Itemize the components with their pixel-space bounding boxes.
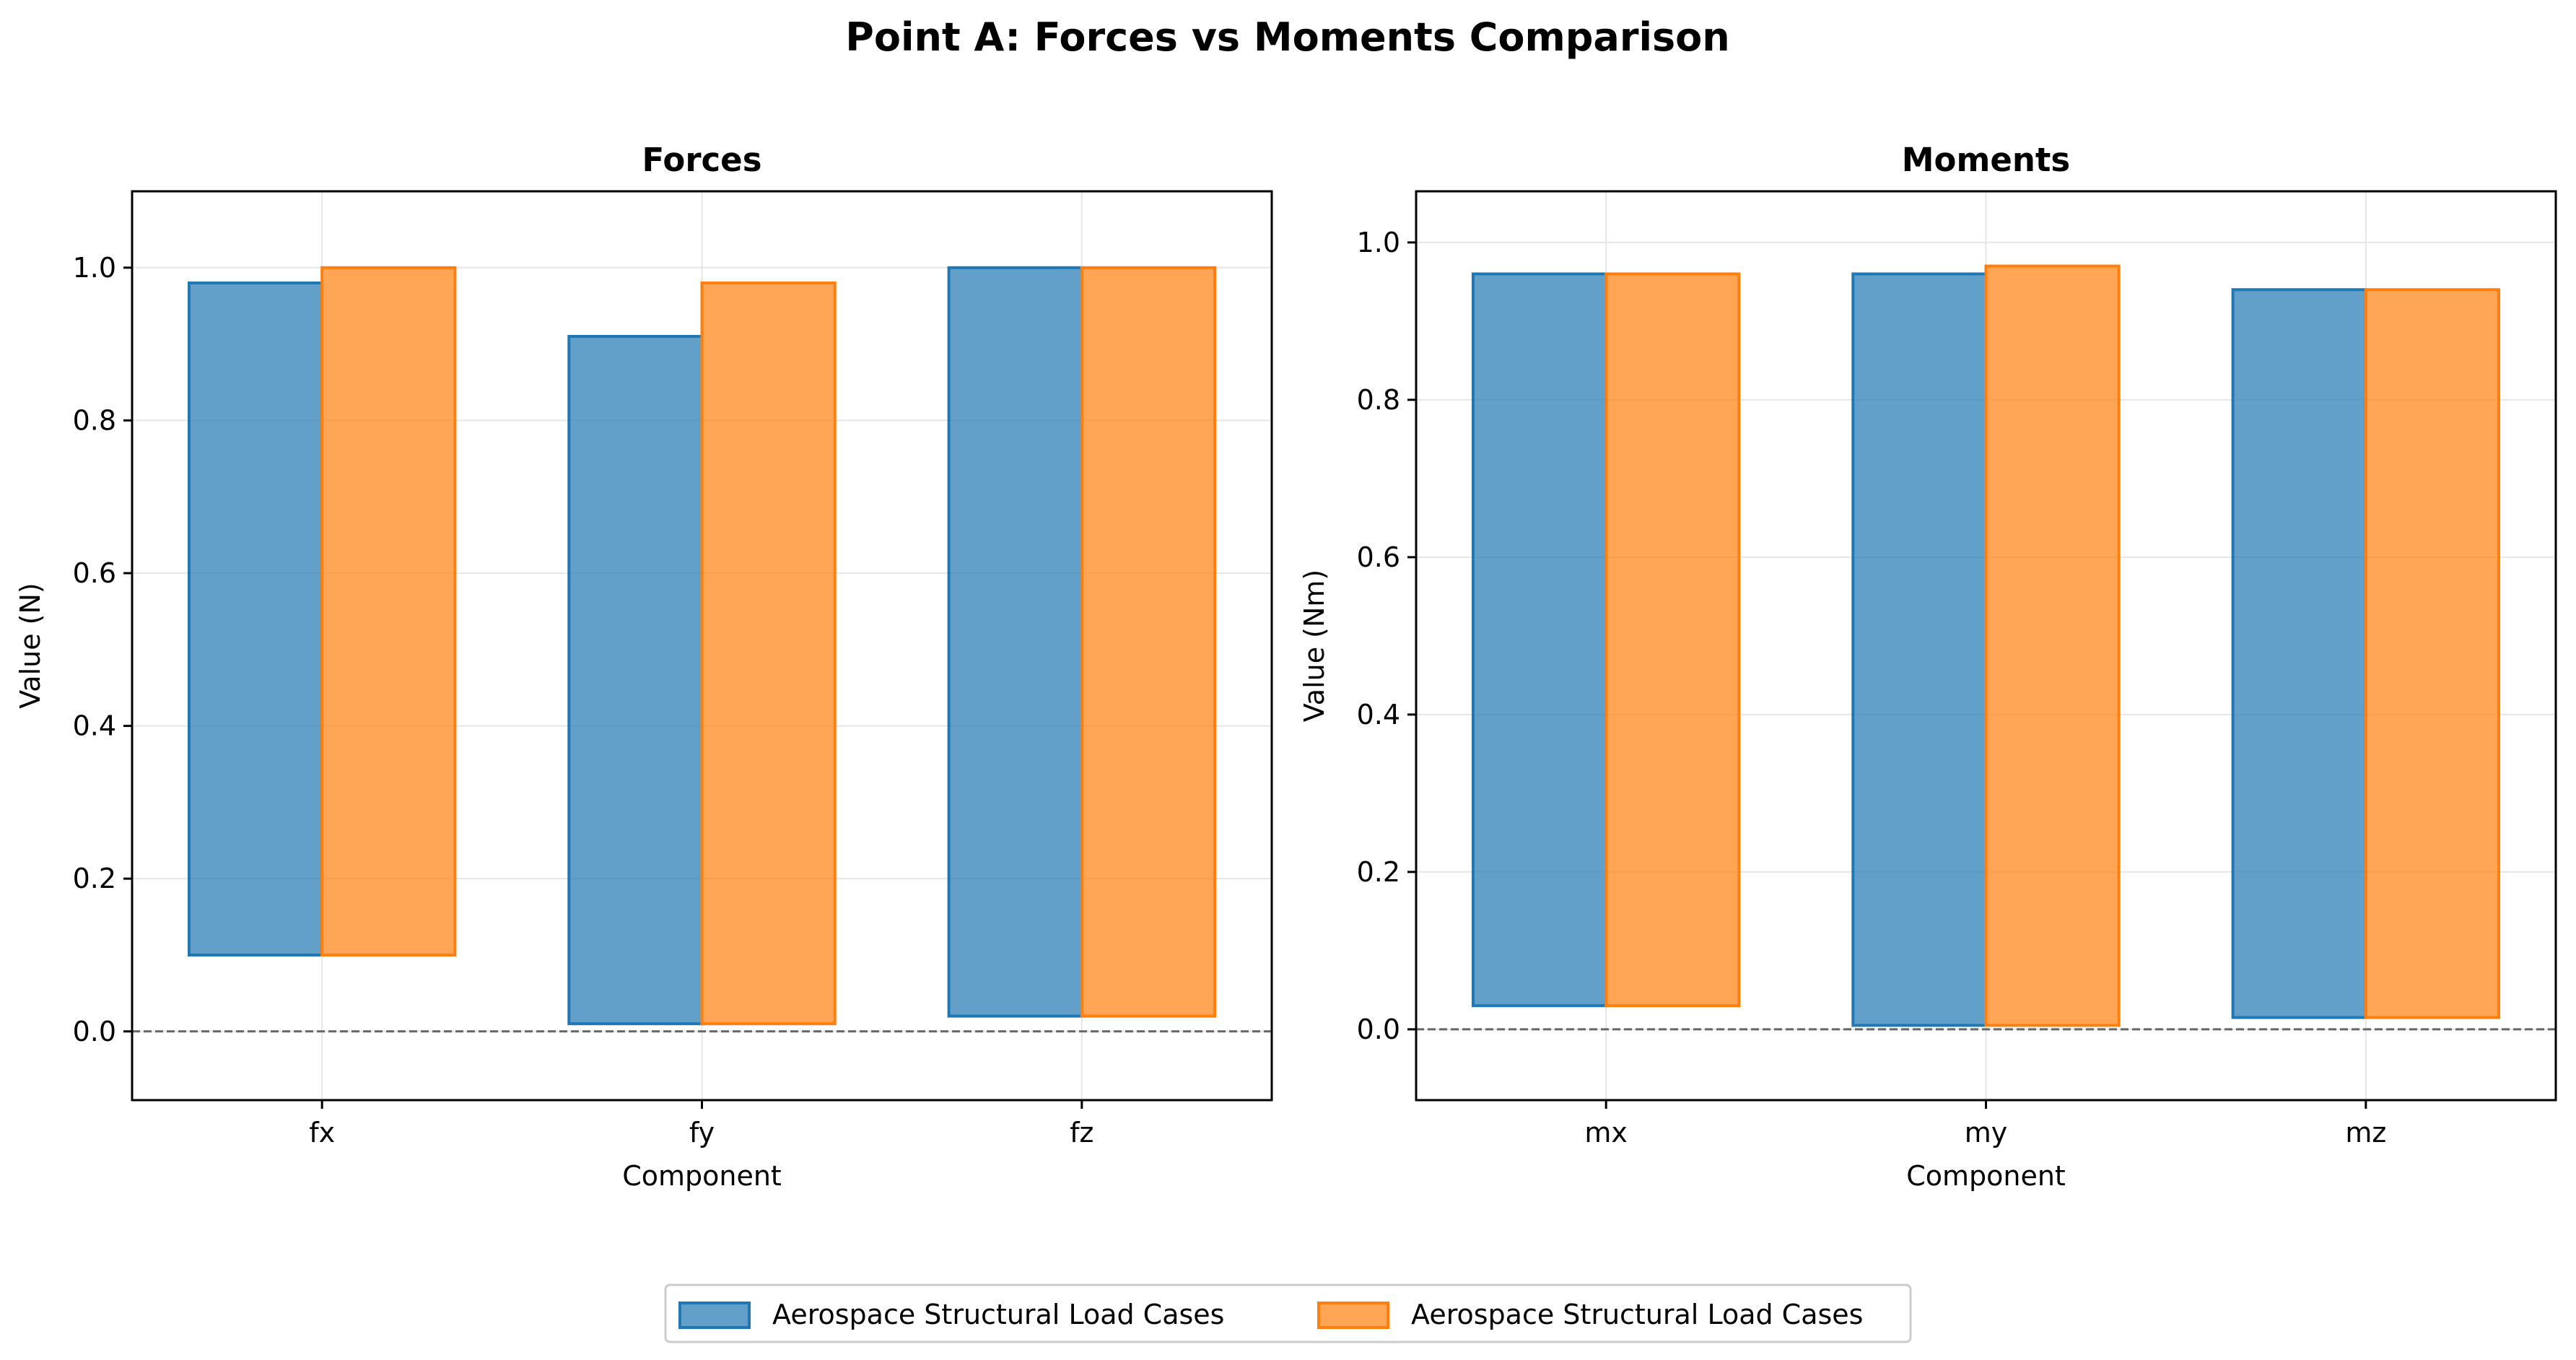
bar-fz-series-1 [947, 266, 1083, 1018]
bar-fx-series-2 [320, 266, 457, 956]
legend-frame [664, 1283, 1912, 1343]
bar-mx-series-1 [1471, 272, 1608, 1008]
y-axis-label: Value (N) [14, 583, 46, 709]
y-tick-label: 0.8 [73, 404, 116, 436]
x-tick-label-mz: mz [2345, 1117, 2386, 1148]
x-tick-label-fy: fy [689, 1117, 715, 1148]
bar-mx-series-2 [1604, 272, 1741, 1008]
legend-swatch [678, 1302, 751, 1329]
bar-fy-series-2 [700, 281, 837, 1026]
y-tick-label: 0.8 [1357, 384, 1400, 416]
x-tick-label-fz: fz [1070, 1117, 1093, 1148]
legend-label: Aerospace Structural Load Cases [1411, 1299, 1863, 1330]
chart-panel-forces: 0.0 0.2 0.4 0.6 0.8 1.0 fx fy fz Forces Component V… [14, 141, 1273, 1192]
bar-my-series-1 [1851, 272, 1988, 1027]
legend-label: Aerospace Structural Load Cases [772, 1299, 1224, 1330]
y-tick-label: 0.4 [73, 710, 116, 742]
y-tick-label: 0.6 [1357, 541, 1400, 573]
y-tick-label: 0.2 [1357, 856, 1400, 888]
x-tick-label-mx: mx [1584, 1117, 1628, 1148]
y-axis-label: Value (Nm) [1298, 570, 1330, 723]
legend-entry-1: Aerospace Structural Load Cases [678, 1299, 1224, 1330]
bar-my-series-2 [1984, 264, 2121, 1027]
figure-title: Point A: Forces vs Moments Comparison [845, 14, 1729, 60]
y-tick-label: 0.2 [73, 863, 116, 894]
y-tick-label: 0.0 [1357, 1014, 1400, 1045]
y-tick-label: 1.0 [73, 252, 116, 284]
x-axis-label: Component [1906, 1160, 2066, 1192]
y-tick-label: 1.0 [1357, 227, 1400, 258]
bar-mz-series-2 [2364, 288, 2501, 1019]
legend-swatch [1317, 1302, 1389, 1329]
bar-fx-series-1 [187, 281, 324, 956]
bar-mz-series-1 [2231, 288, 2367, 1019]
chart-panel-moments: 0.0 0.2 0.4 0.6 0.8 1.0 mx my mz Moments Component… [1298, 141, 2557, 1192]
y-tick-label: 0.0 [73, 1016, 116, 1047]
legend-entry-2: Aerospace Structural Load Cases [1317, 1299, 1863, 1330]
legend: Aerospace Structural Load Cases Aerospace… [664, 1283, 1912, 1343]
bar-fy-series-1 [567, 335, 704, 1026]
x-tick-label-my: my [1965, 1117, 2008, 1148]
x-axis-label: Component [622, 1160, 782, 1192]
y-tick-label: 0.4 [1357, 699, 1400, 731]
bar-fz-series-2 [1080, 266, 1217, 1018]
y-tick-label: 0.6 [73, 557, 116, 589]
axes-title: Forces [642, 141, 761, 179]
x-tick-label-fx: fx [309, 1117, 335, 1148]
chart-panels: 0.0 0.2 0.4 0.6 0.8 1.0 fx fy fz Forces Component V… [14, 141, 2557, 1192]
axes-title: Moments [1902, 141, 2070, 179]
